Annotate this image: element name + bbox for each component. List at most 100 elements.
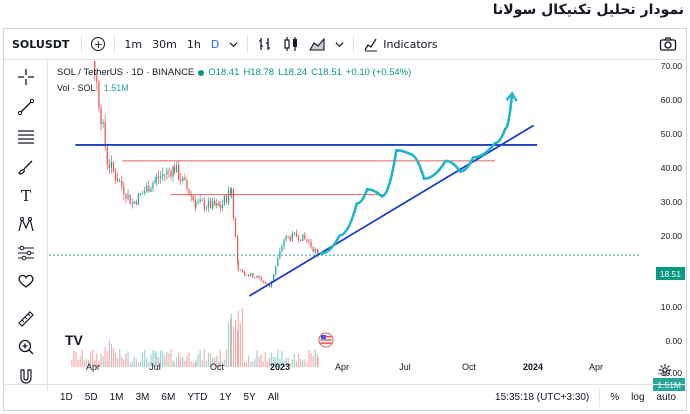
volume-bar — [262, 361, 264, 367]
candle-body — [291, 233, 293, 241]
candle-body — [170, 171, 172, 177]
volume-bar — [135, 358, 137, 367]
range-1m[interactable]: 1M — [109, 392, 124, 403]
price-chart[interactable]: TV — [49, 61, 639, 379]
time-tick: 2024 — [522, 362, 544, 372]
interval-dropdown[interactable] — [224, 40, 243, 49]
volume-bar — [121, 356, 123, 367]
auto-toggle[interactable]: auto — [656, 392, 676, 403]
candle-body — [293, 232, 296, 234]
volume-bar — [248, 355, 250, 367]
volume-bar — [234, 320, 237, 367]
candle-body — [146, 185, 148, 192]
snapshot-button[interactable] — [654, 36, 682, 52]
candle-body — [205, 207, 208, 209]
range-1d[interactable]: 1D — [60, 392, 73, 403]
favorites-tool[interactable] — [16, 271, 36, 291]
log-toggle[interactable]: log — [631, 392, 645, 403]
volume-bar — [178, 352, 180, 367]
time-axis[interactable]: Apr Jul Oct 2023 Apr Jul Oct 2024 Apr — [49, 359, 639, 379]
volume-bar — [137, 362, 140, 367]
candle-body — [211, 200, 214, 209]
volume-bar — [175, 357, 178, 367]
candle-body — [168, 170, 170, 172]
indicators-button[interactable]: Indicators — [358, 36, 442, 52]
candle-body — [129, 194, 131, 204]
range-5y[interactable]: 5Y — [243, 392, 256, 403]
interval-1m[interactable]: 1m — [124, 37, 143, 51]
fib-tool[interactable] — [16, 127, 36, 147]
price-tick: 20.00 — [660, 231, 682, 241]
bar-style-button[interactable] — [252, 36, 278, 52]
volume-bar — [166, 352, 168, 367]
volume-bar — [219, 350, 221, 367]
tradingview-logo: TV — [65, 332, 84, 348]
trend-line-tool[interactable] — [16, 97, 36, 117]
volume-bar — [308, 349, 310, 367]
volume-bar — [87, 359, 90, 367]
price-axis[interactable]: 70.00 60.00 50.00 40.00 30.00 20.00 10.0… — [640, 61, 686, 391]
volume-bar — [133, 356, 135, 367]
candle-body — [232, 188, 235, 219]
volume-bar — [159, 350, 162, 367]
pattern-tool[interactable] — [16, 215, 36, 235]
percent-toggle[interactable]: % — [610, 392, 620, 403]
volume-bar — [108, 339, 110, 367]
candle-body — [117, 179, 119, 182]
symbol-search[interactable]: SOLUSDT — [12, 37, 70, 51]
volume-bar — [205, 360, 208, 367]
candle-body — [239, 269, 241, 271]
zoom-tool[interactable] — [16, 337, 36, 357]
candle-body — [98, 82, 100, 108]
volume-bar — [129, 362, 131, 367]
range-5d[interactable]: 5D — [84, 392, 98, 403]
chart-type-dropdown[interactable] — [330, 40, 349, 49]
magnet-tool[interactable] — [16, 367, 36, 387]
time-tick: 2023 — [269, 362, 291, 372]
volume-bar — [256, 350, 258, 367]
range-all[interactable]: All — [267, 392, 279, 403]
drawings[interactable] — [75, 91, 538, 297]
measure-tool[interactable] — [16, 309, 36, 329]
interval-d[interactable]: D — [210, 37, 220, 51]
volume-bar — [152, 350, 154, 367]
range-ytd[interactable]: YTD — [187, 392, 208, 403]
crosshair-tool[interactable] — [16, 67, 36, 87]
volume-bar — [162, 351, 164, 367]
interval-30m[interactable]: 30m — [152, 37, 177, 51]
volume-bar — [190, 361, 192, 367]
candle-body — [295, 232, 298, 237]
area-style-button[interactable] — [304, 36, 330, 52]
volume-bar — [157, 357, 160, 367]
text-tool[interactable]: T — [16, 186, 36, 206]
compare-button[interactable]: + — [86, 37, 110, 51]
range-6m[interactable]: 6M — [161, 392, 176, 403]
volume-label[interactable]: Vol · SOL — [57, 83, 96, 93]
volume-bar — [297, 353, 300, 367]
legend-symbol[interactable]: SOL / TetherUS · 1D · BINANCE — [57, 67, 195, 78]
candles-style-button[interactable] — [278, 36, 304, 52]
chart-pane[interactable]: TV SOL / TetherUS · 1D · BINANCE O18.41 … — [49, 61, 639, 379]
candle-body — [270, 281, 273, 288]
pattern-icon — [18, 217, 34, 232]
candle-body — [144, 191, 146, 194]
chart-legend: SOL / TetherUS · 1D · BINANCE O18.41 H18… — [57, 67, 411, 78]
volume-bar — [268, 357, 271, 367]
volume-bar — [100, 353, 102, 367]
volume-bar — [110, 344, 113, 367]
range-1y[interactable]: 1Y — [219, 392, 232, 403]
clock-time[interactable]: 15:35:18 (UTC+3:30) — [495, 392, 590, 403]
chart-settings-button[interactable] — [658, 362, 672, 381]
volume-bar — [314, 349, 316, 367]
current-price-tag: 18.51 — [655, 267, 685, 280]
prediction-tool[interactable] — [16, 243, 36, 263]
brush-tool[interactable] — [16, 157, 36, 177]
rising-trend-line — [248, 124, 535, 297]
candle-body — [209, 200, 212, 209]
volume-bar — [317, 357, 319, 367]
volume-value: 1.51M — [103, 83, 129, 93]
volume-bar — [230, 313, 232, 367]
interval-1h[interactable]: 1h — [186, 37, 201, 51]
range-3m[interactable]: 3M — [135, 392, 150, 403]
volume-bar — [239, 323, 241, 367]
